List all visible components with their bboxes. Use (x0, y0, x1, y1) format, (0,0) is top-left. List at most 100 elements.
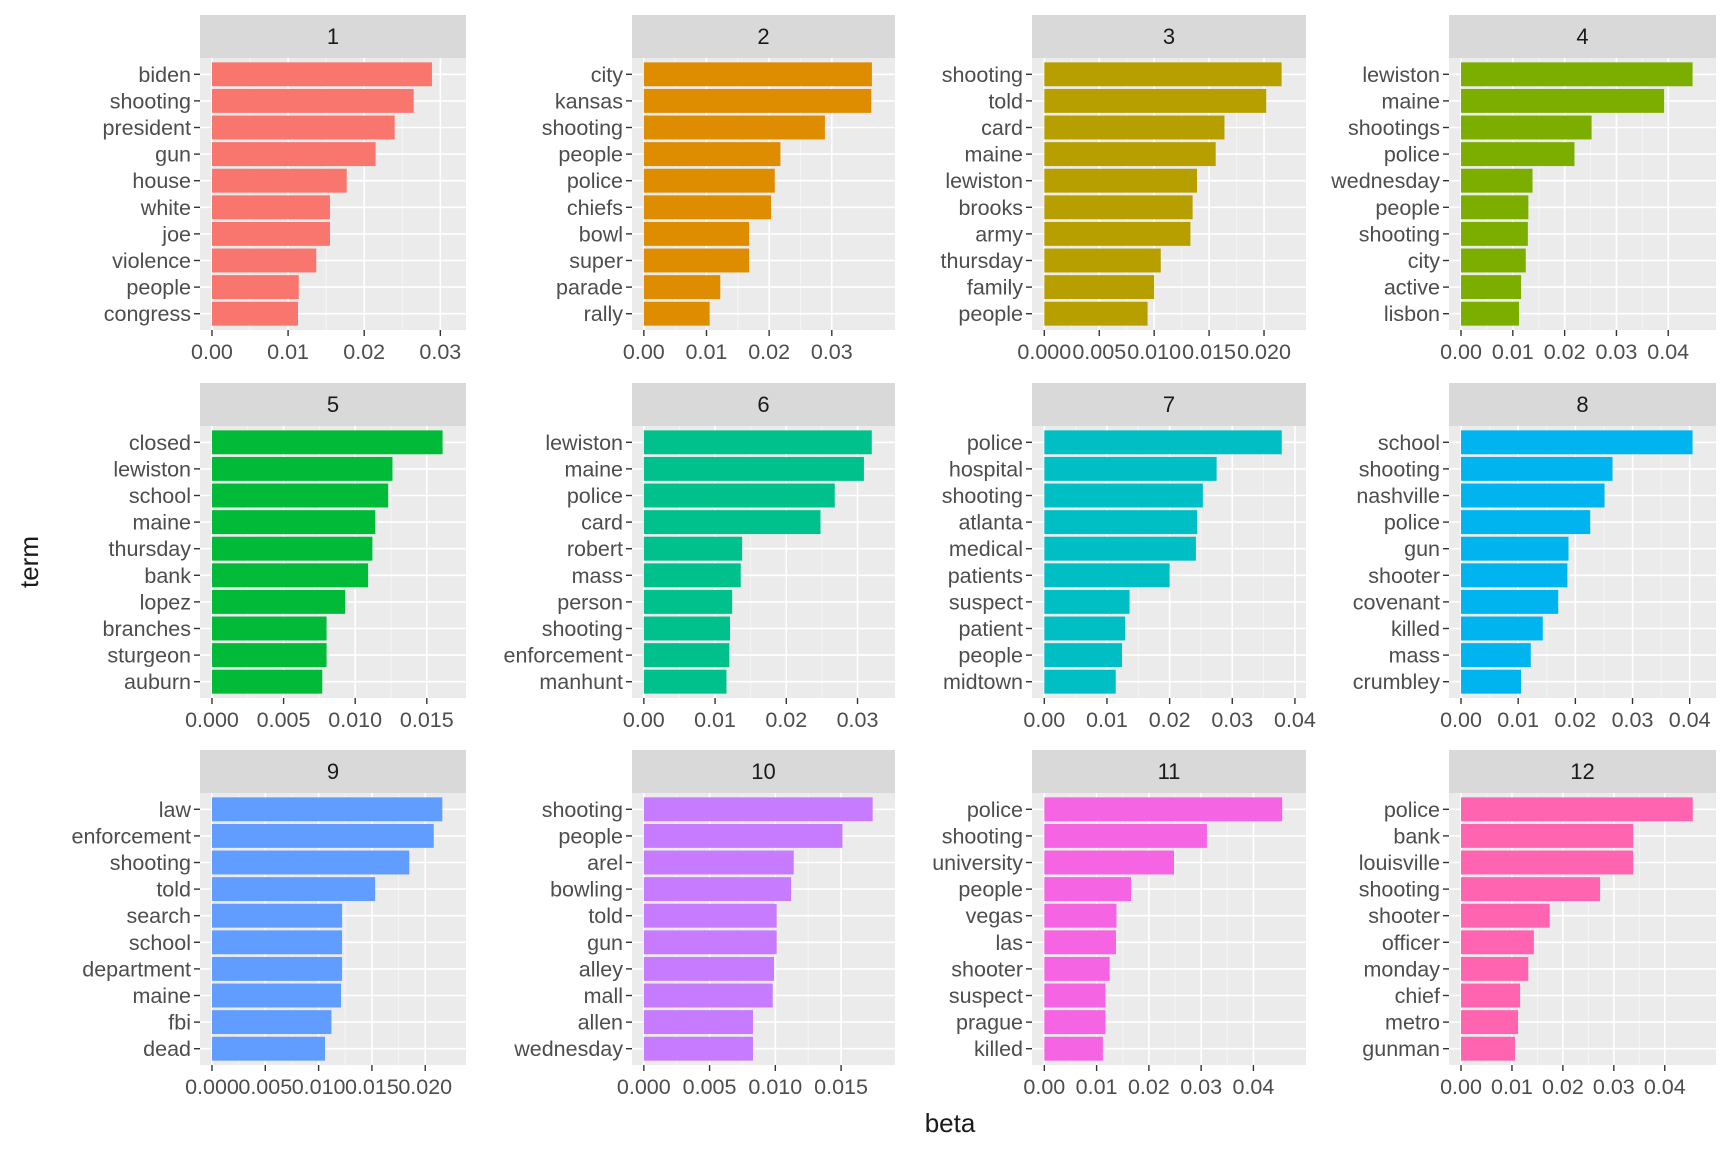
term-label: shooting (542, 798, 623, 822)
bar-police (1044, 430, 1282, 455)
facet-strip-label: 5 (327, 392, 339, 417)
term-label: mass (572, 564, 623, 588)
bar-police (1044, 797, 1283, 822)
x-tick-label: 0.02 (1544, 340, 1586, 364)
bar-crumbley (1461, 669, 1522, 694)
x-tick-label: 0.03 (419, 340, 461, 364)
term-label: bank (144, 564, 191, 588)
bar-joe (211, 221, 330, 246)
term-label: shooting (542, 116, 623, 140)
term-label: enforcement (503, 644, 623, 668)
term-label: prague (956, 1011, 1023, 1035)
bar-city (1461, 248, 1526, 273)
facet-strip-label: 6 (757, 392, 769, 417)
x-tick-label: 0.02 (765, 708, 807, 732)
term-label: told (588, 904, 623, 928)
term-label: card (581, 511, 623, 535)
x-tick-label: 0.010 (328, 708, 382, 732)
bar-atlanta (1044, 510, 1198, 535)
term-label: university (932, 851, 1023, 875)
facet-strip (200, 383, 466, 426)
term-label: violence (112, 249, 191, 273)
term-label: thursday (109, 537, 192, 561)
term-label: people (958, 644, 1023, 668)
bar-police (1461, 510, 1591, 535)
bar-branches (211, 616, 327, 641)
term-label: shooter (951, 957, 1023, 981)
term-label: maine (132, 511, 191, 535)
bar-prague (1044, 1010, 1106, 1035)
bar-monday (1461, 956, 1529, 981)
bar-people (211, 275, 299, 300)
term-label: police (1384, 798, 1440, 822)
term-label: police (967, 798, 1023, 822)
x-tick-label: 0.04 (1669, 708, 1711, 732)
bar-dead (211, 1036, 326, 1061)
x-tick-label: 0.04 (1274, 708, 1316, 732)
term-label: parade (556, 276, 623, 300)
bar-people (643, 823, 843, 848)
bar-medical (1044, 536, 1196, 561)
term-label: arel (587, 851, 623, 875)
bar-enforcement (643, 643, 730, 668)
x-tick-label: 0.00 (1440, 340, 1482, 364)
bar-congress (211, 301, 298, 326)
term-label: closed (129, 431, 191, 455)
bar-shooting (1461, 221, 1528, 246)
bar-shootings (1461, 115, 1592, 140)
bar-bank (211, 563, 369, 588)
x-tick-label: 0.00 (623, 340, 665, 364)
bar-super (643, 248, 750, 273)
bar-gun (643, 930, 777, 955)
bar-university (1044, 850, 1174, 875)
x-tick-label: 0.00 (1440, 1075, 1482, 1099)
term-label: people (1375, 196, 1440, 220)
term-label: law (159, 798, 192, 822)
x-tick-label: 0.01 (267, 340, 309, 364)
term-label: allen (578, 1011, 623, 1035)
bar-gunman (1461, 1036, 1516, 1061)
bar-allen (643, 1010, 753, 1035)
term-label: brooks (958, 196, 1023, 220)
bar-shooting (1044, 483, 1203, 508)
term-label: school (129, 484, 191, 508)
bar-metro (1461, 1010, 1519, 1035)
bar-patient (1044, 616, 1126, 641)
bar-army (1044, 221, 1191, 246)
bar-thursday (1044, 248, 1161, 273)
term-label: president (103, 116, 191, 140)
x-tick-label: 0.015 (345, 1075, 399, 1099)
x-tick-label: 0.020 (1237, 340, 1291, 364)
bar-school (211, 483, 389, 508)
bar-city (643, 62, 872, 87)
x-tick-label: 0.03 (1612, 708, 1654, 732)
term-label: police (967, 431, 1023, 455)
term-label: police (1384, 143, 1440, 167)
bar-police (1461, 142, 1575, 167)
term-label: officer (1382, 931, 1440, 955)
bar-people (1461, 195, 1529, 220)
term-label: joe (161, 222, 191, 246)
bar-covenant (1461, 589, 1559, 614)
bar-maine (643, 456, 864, 481)
term-label: atlanta (958, 511, 1023, 535)
term-label: shooting (110, 851, 191, 875)
facet-strip-label: 3 (1163, 24, 1175, 49)
bar-shooter (1461, 903, 1550, 928)
term-label: killed (1391, 617, 1440, 641)
bar-white (211, 195, 330, 220)
bar-lisbon (1461, 301, 1520, 326)
bar-arel (643, 850, 794, 875)
bar-maine (1461, 88, 1665, 113)
term-label: shootings (1348, 116, 1440, 140)
bar-lewiston (1461, 62, 1693, 87)
facet-strip-label: 8 (1576, 392, 1588, 417)
term-label: robert (567, 537, 623, 561)
bar-vegas (1044, 903, 1117, 928)
x-tick-label: 0.04 (1232, 1075, 1274, 1099)
bar-bank (1461, 823, 1634, 848)
